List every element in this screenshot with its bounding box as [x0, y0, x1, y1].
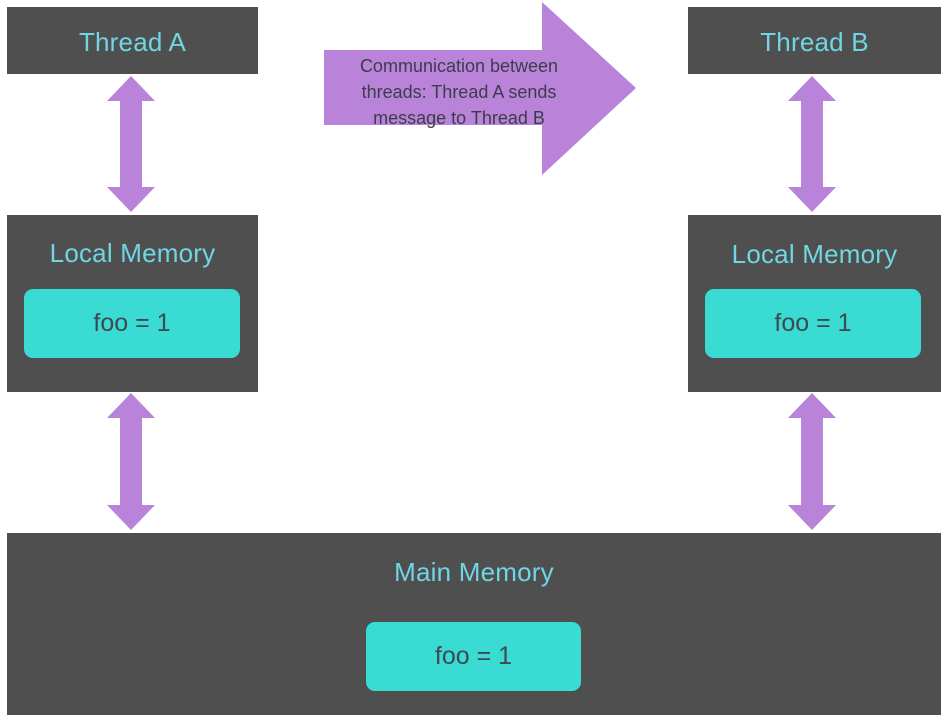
local-memory-b-variable: foo = 1 — [705, 289, 921, 358]
local-memory-a-box: Local Memory foo = 1 — [7, 215, 258, 392]
local-memory-b-title: Local Memory — [688, 241, 941, 267]
thread-a-local-arrow-icon — [107, 76, 155, 212]
thread-a-box: Thread A — [7, 7, 258, 74]
local-memory-b-box: Local Memory foo = 1 — [688, 215, 941, 392]
main-memory-variable: foo = 1 — [366, 622, 581, 691]
local-memory-a-variable: foo = 1 — [24, 289, 240, 358]
thread-b-local-arrow-icon — [788, 76, 836, 212]
thread-a-title: Thread A — [7, 29, 258, 55]
local-b-main-arrow-icon — [788, 393, 836, 530]
local-memory-a-title: Local Memory — [7, 240, 258, 266]
thread-b-title: Thread B — [688, 29, 941, 55]
thread-b-box: Thread B — [688, 7, 941, 74]
main-memory-title: Main Memory — [7, 559, 941, 585]
communication-arrow-label: Communication between threads: Thread A … — [330, 53, 588, 131]
local-a-main-arrow-icon — [107, 393, 155, 530]
main-memory-box: Main Memory foo = 1 — [7, 533, 941, 715]
